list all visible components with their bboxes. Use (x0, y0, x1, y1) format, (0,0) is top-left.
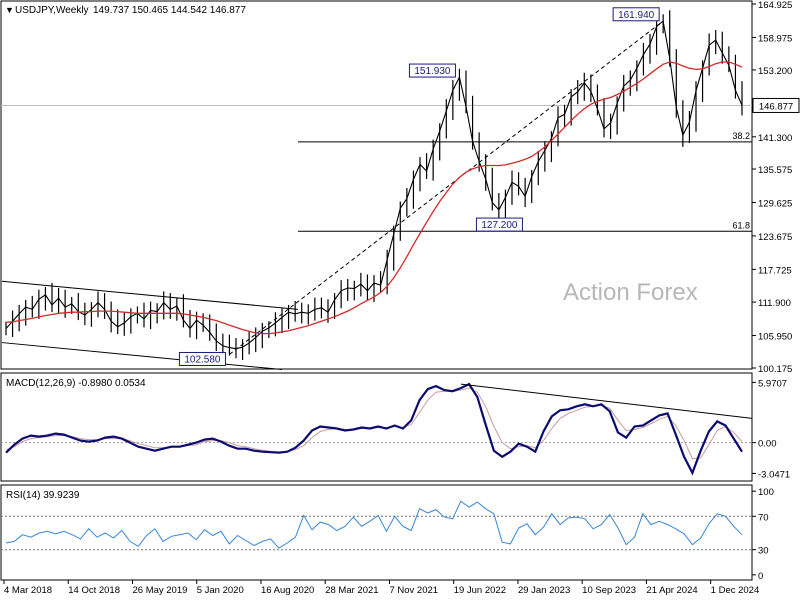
main-y-tick-label: 129.625 (758, 198, 792, 209)
price-annotation-label: 161.940 (618, 10, 655, 21)
channel-lower-line (1, 342, 283, 371)
main-panel-frame (0, 0, 753, 370)
main-y-tick-label: 111.900 (758, 298, 791, 309)
x-axis-tick-label: 4 Mar 2018 (4, 585, 52, 596)
macd-line (5, 382, 743, 476)
main-y-tick-label: 158.975 (758, 33, 792, 44)
main-header-ohlc: 149.737 150.465 144.542 146.877 (93, 5, 246, 16)
rsi-header: RSI(14) 39.9239 (6, 490, 80, 501)
rsi-y-tick-label: 30 (758, 546, 769, 557)
fib-level-label: 61.8 (732, 220, 750, 230)
x-axis-tick-label: 28 Mar 2021 (325, 585, 378, 596)
rsi-panel-frame (0, 484, 753, 581)
x-axis-tick-label: 26 May 2019 (132, 585, 187, 596)
rsi-y-tick-label: 0 (758, 571, 763, 582)
x-axis-tick-label: 19 Jun 2022 (454, 585, 506, 596)
price-annotation-box (475, 217, 523, 232)
main-y-tick-label: 123.675 (758, 232, 792, 243)
main-y-tick-label: 153.200 (758, 66, 792, 77)
rsi-y-tick-label: 100 (758, 487, 774, 498)
channel-upper-line (1, 280, 299, 310)
main-y-tick-label: 141.300 (758, 133, 792, 144)
macd-header: MACD(12,26,9) -0.8980 0.0534 (6, 378, 146, 389)
x-axis-tick-label: 14 Oct 2018 (68, 585, 120, 596)
x-axis-tick-label: 1 Dec 2024 (711, 585, 760, 596)
macd-y-tick-label: 5.9707 (758, 378, 787, 389)
price-annotation-box (408, 63, 456, 78)
main-y-tick-label: 164.925 (758, 0, 792, 11)
main-y-tick-label: 105.950 (758, 332, 792, 343)
macd-signal-line (5, 387, 743, 460)
main-header-symbol: USDJPY,Weekly (15, 5, 89, 16)
price-annotation-label: 151.930 (414, 66, 451, 77)
x-axis-tick-label: 7 Nov 2021 (389, 585, 438, 596)
main-y-tick-label: 117.725 (758, 265, 792, 276)
main-y-tick-label: 100.175 (758, 364, 792, 375)
price-annotation-label: 127.200 (481, 220, 518, 231)
x-axis-tick-label: 21 Apr 2024 (646, 585, 697, 596)
rsi-line (5, 500, 743, 549)
price-annotation-box (178, 351, 226, 366)
rsi-y-tick-label: 70 (758, 512, 769, 523)
main-y-tick-label: 135.575 (758, 165, 792, 176)
x-axis-tick-label: 16 Aug 2020 (261, 585, 314, 596)
x-axis-tick-label: 5 Jan 2020 (197, 585, 244, 596)
macd-y-tick-label: 0.00 (758, 439, 777, 450)
current-price-label: 146.877 (759, 101, 793, 112)
moving-average-line (5, 61, 743, 335)
current-price-badge (752, 97, 800, 113)
price-annotation-box (612, 7, 660, 22)
macd-panel-frame (0, 372, 753, 482)
macd-y-tick-label: -3.0471 (758, 469, 790, 480)
chart-watermark: Action Forex (563, 279, 698, 306)
macd-trendline (460, 383, 753, 419)
price-annotation-label: 102.580 (184, 354, 221, 365)
main-header-arrow: ▼ (5, 5, 14, 15)
x-axis-tick-label: 29 Jan 2023 (518, 585, 570, 596)
price-close-line (5, 19, 743, 350)
fib-level-label: 38.2 (732, 131, 750, 141)
x-axis-tick-label: 10 Sep 2023 (582, 585, 636, 596)
